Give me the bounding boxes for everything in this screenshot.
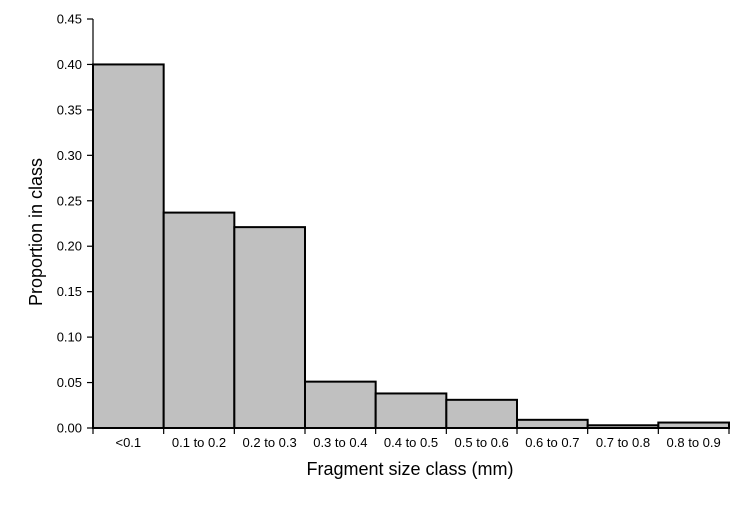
y-tick-label-1: 0.05 xyxy=(57,375,82,390)
x-axis-title: Fragment size class (mm) xyxy=(306,459,513,479)
x-ticks-group: <0.1 0.1 to 0.2 0.2 to 0.3 0.3 to 0.4 0.4 to… xyxy=(92,428,730,450)
bar-1 xyxy=(162,211,236,429)
x-tick-label-1: 0.1 to 0.2 xyxy=(172,435,226,450)
bars-group xyxy=(92,63,730,430)
bar-5 xyxy=(445,398,519,429)
x-tick-label-3: 0.3 to 0.4 xyxy=(313,435,367,450)
y-ticks-group: 0.00 0.05 0.10 0.15 0.20 0.25 0.30 0.35 0.40 0.45 xyxy=(57,12,93,436)
y-tick-label-6: 0.30 xyxy=(57,148,82,163)
x-tick-label-2: 0.2 to 0.3 xyxy=(243,435,297,450)
x-tick-label-8: 0.8 to 0.9 xyxy=(667,435,721,450)
bar-6 xyxy=(516,418,589,430)
y-axis-title: Proportion in class xyxy=(26,158,46,306)
x-tick-label-6: 0.6 to 0.7 xyxy=(525,435,579,450)
y-tick-label-3: 0.15 xyxy=(57,284,82,299)
bar-4 xyxy=(374,392,448,429)
x-tick-label-7: 0.7 to 0.8 xyxy=(596,435,650,450)
y-tick-label-9: 0.45 xyxy=(57,12,82,27)
y-tick-label-8: 0.40 xyxy=(57,57,82,72)
y-tick-label-2: 0.10 xyxy=(57,330,82,345)
y-tick-label-0: 0.00 xyxy=(57,421,82,436)
bar-8 xyxy=(657,421,730,429)
bar-0 xyxy=(92,63,165,429)
y-tick-label-5: 0.25 xyxy=(57,193,82,208)
bar-2 xyxy=(233,226,306,429)
x-tick-label-0: <0.1 xyxy=(115,435,141,450)
y-tick-label-7: 0.35 xyxy=(57,102,82,117)
bar-3 xyxy=(304,380,377,429)
x-tick-label-5: 0.5 to 0.6 xyxy=(455,435,509,450)
axes-group xyxy=(92,19,729,429)
y-tick-label-4: 0.20 xyxy=(57,239,82,254)
x-tick-label-4: 0.4 to 0.5 xyxy=(384,435,438,450)
